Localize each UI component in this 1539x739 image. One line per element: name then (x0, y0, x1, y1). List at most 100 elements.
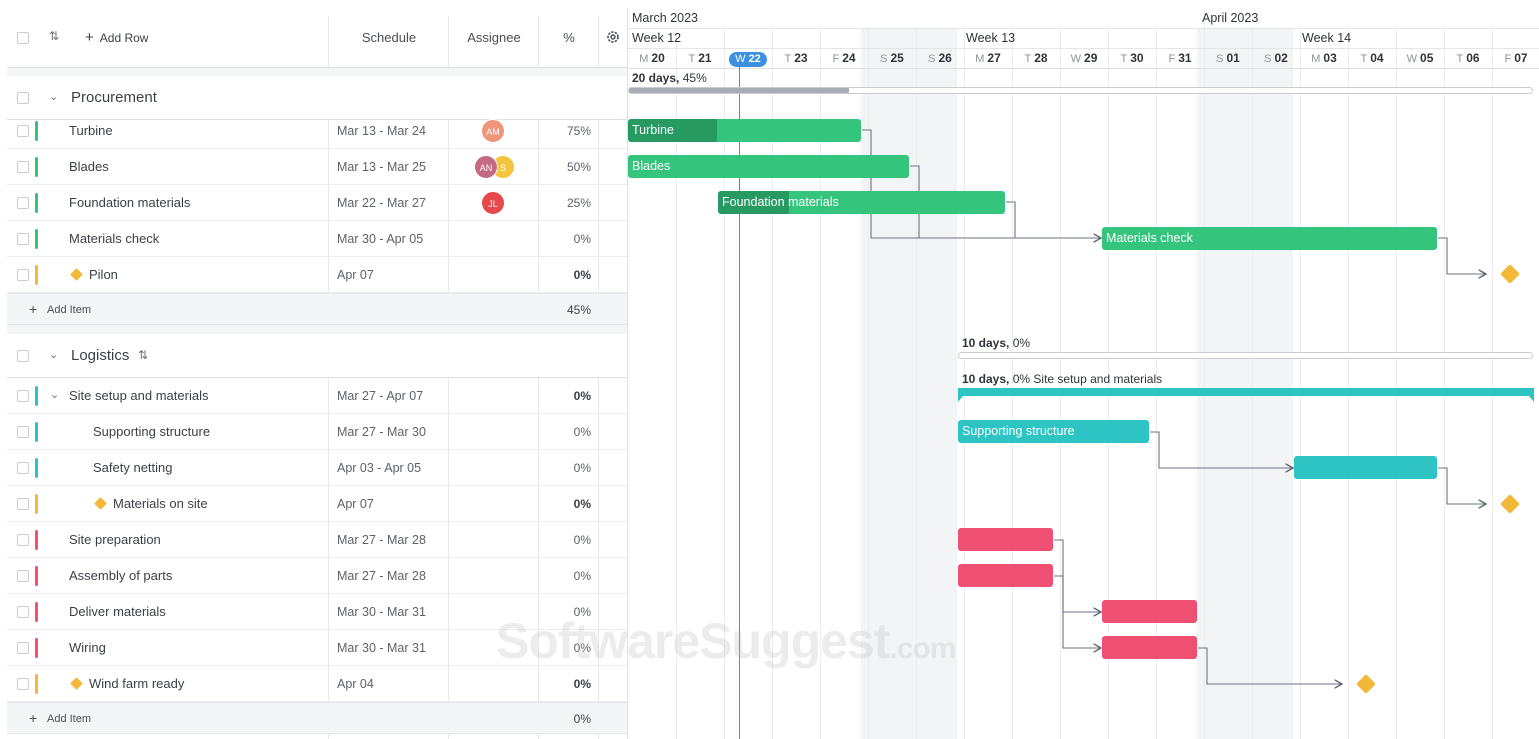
task-percent[interactable]: 0% (573, 641, 591, 655)
chevron-down-icon[interactable]: ⌄ (49, 349, 59, 361)
group-procurement[interactable]: ⌄ Procurement (7, 76, 627, 120)
chevron-down-icon[interactable]: ⌄ (49, 91, 59, 103)
task-name[interactable]: Materials check (69, 231, 160, 246)
collapse-icon[interactable]: ⇅ (138, 348, 149, 362)
row-checkbox[interactable] (17, 570, 29, 582)
gantt-bar-safety-netting[interactable] (1294, 456, 1437, 479)
row-checkbox[interactable] (17, 233, 29, 245)
add-item-logistics[interactable]: + Add Item 0% (7, 702, 627, 734)
task-schedule[interactable]: Mar 27 - Mar 28 (337, 569, 426, 583)
avatar[interactable]: AM (481, 119, 505, 143)
task-name[interactable]: Site preparation (69, 532, 161, 547)
row-checkbox[interactable] (17, 426, 29, 438)
task-schedule[interactable]: Mar 27 - Mar 30 (337, 425, 426, 439)
task-name[interactable]: Turbine (69, 123, 113, 138)
avatar[interactable]: JL (481, 191, 505, 215)
task-schedule[interactable]: Apr 04 (337, 677, 374, 691)
task-schedule[interactable]: Mar 13 - Mar 25 (337, 160, 426, 174)
row-checkbox[interactable] (17, 678, 29, 690)
task-schedule[interactable]: Mar 30 - Mar 31 (337, 641, 426, 655)
gantt-bar-deliver-materials[interactable] (1102, 600, 1197, 623)
row-checkbox[interactable] (17, 197, 29, 209)
task-percent[interactable]: 0% (573, 569, 591, 583)
task-name[interactable]: Wind farm ready (89, 676, 185, 691)
task-row[interactable]: Blades Mar 13 - Mar 25 S AN 50% (7, 149, 627, 185)
task-percent[interactable]: 0% (573, 232, 591, 246)
task-row[interactable]: Site preparation Mar 27 - Mar 28 0% (7, 522, 627, 558)
task-schedule[interactable]: Mar 30 - Mar 31 (337, 605, 426, 619)
task-name[interactable]: Supporting structure (93, 424, 211, 439)
task-schedule[interactable]: Mar 27 - Mar 28 (337, 533, 426, 547)
task-row[interactable]: Safety netting Apr 03 - Apr 05 0% (7, 450, 627, 486)
gantt-bar-supporting-structure[interactable]: Supporting structure (958, 420, 1149, 443)
task-name[interactable]: Assembly of parts (69, 568, 173, 583)
task-schedule[interactable]: Apr 07 (337, 268, 374, 282)
add-item-label[interactable]: Add Item (47, 713, 92, 725)
row-checkbox[interactable] (17, 642, 29, 654)
logistics-summary-bar[interactable] (958, 352, 1533, 359)
chevron-down-icon[interactable]: ⌄ (50, 389, 60, 401)
group-logistics[interactable]: ⌄ Logistics ⇅ (7, 334, 627, 378)
task-schedule[interactable]: Mar 13 - Mar 24 (337, 124, 426, 138)
task-row[interactable]: ⌄ Site setup and materials Mar 27 - Apr … (7, 378, 627, 414)
task-percent[interactable]: 0% (573, 605, 591, 619)
gantt-bar-wiring[interactable] (1102, 636, 1197, 659)
task-name[interactable]: Wiring (69, 640, 106, 655)
avatar[interactable]: AN (474, 155, 498, 179)
col-header-assignee[interactable]: Assignee (467, 30, 521, 45)
settings-gear-icon[interactable] (605, 29, 621, 45)
add-item-label[interactable]: Add Item (47, 304, 92, 316)
gantt-bar-assembly[interactable] (958, 564, 1053, 587)
gantt-bar-site-preparation[interactable] (958, 528, 1053, 551)
row-checkbox[interactable] (17, 390, 29, 402)
task-percent[interactable]: 0% (573, 461, 591, 475)
group-checkbox[interactable] (17, 350, 29, 362)
task-percent[interactable]: 0% (573, 389, 591, 403)
task-name[interactable]: Blades (69, 159, 109, 174)
milestone-row[interactable]: Wind farm ready Apr 04 0% (7, 666, 627, 702)
task-schedule[interactable]: Apr 03 - Apr 05 (337, 461, 422, 475)
gantt-bar-blades[interactable]: Blades (628, 155, 909, 178)
milestone-row[interactable]: Pilon Apr 07 0% (7, 257, 627, 293)
task-row[interactable]: Deliver materials Mar 30 - Mar 31 0% (7, 594, 627, 630)
gantt-timeline[interactable]: March 2023 April 2023 Week 12 Week 13 We… (627, 8, 1539, 739)
task-schedule[interactable]: Mar 22 - Mar 27 (337, 196, 426, 210)
add-item-procurement[interactable]: + Add Item 45% (7, 293, 627, 325)
task-row[interactable]: Wiring Mar 30 - Mar 31 0% (7, 630, 627, 666)
task-row[interactable]: Assembly of parts Mar 27 - Mar 28 0% (7, 558, 627, 594)
task-row[interactable]: Foundation materials Mar 22 - Mar 27 JL … (7, 185, 627, 221)
procurement-summary-bar[interactable] (628, 87, 1533, 94)
row-checkbox[interactable] (17, 161, 29, 173)
task-schedule[interactable]: Mar 30 - Apr 05 (337, 232, 424, 246)
row-checkbox[interactable] (17, 606, 29, 618)
task-row[interactable]: Supporting structure Mar 27 - Mar 30 0% (7, 414, 627, 450)
col-header-percent[interactable]: % (563, 30, 575, 45)
row-checkbox[interactable] (17, 269, 29, 281)
task-percent[interactable]: 0% (573, 268, 591, 282)
task-percent[interactable]: 75% (566, 124, 591, 138)
task-percent[interactable]: 0% (573, 425, 591, 439)
add-row-button[interactable]: + Add Row (85, 29, 149, 46)
col-header-schedule[interactable]: Schedule (361, 30, 417, 45)
task-row[interactable]: Materials check Mar 30 - Apr 05 0% (7, 221, 627, 257)
group-checkbox[interactable] (17, 92, 29, 104)
task-name[interactable]: Foundation materials (69, 195, 191, 210)
task-percent[interactable]: 25% (566, 196, 591, 210)
row-checkbox[interactable] (17, 125, 29, 137)
task-row[interactable]: Turbine Mar 13 - Mar 24 AM 75% (7, 113, 627, 149)
task-percent[interactable]: 0% (573, 533, 591, 547)
row-checkbox[interactable] (17, 498, 29, 510)
task-name[interactable]: Site setup and materials (69, 388, 209, 403)
task-name[interactable]: Safety netting (93, 460, 173, 475)
task-name[interactable]: Deliver materials (69, 604, 166, 619)
row-checkbox[interactable] (17, 534, 29, 546)
gantt-bar-materials-check[interactable]: Materials check (1102, 227, 1437, 250)
gantt-bar-foundation[interactable]: Foundation materials (718, 191, 1005, 214)
collapse-all-icon[interactable]: ⇅ (49, 29, 60, 43)
task-percent[interactable]: 0% (573, 677, 591, 691)
task-schedule[interactable]: Apr 07 (337, 497, 374, 511)
milestone-row[interactable]: Materials on site Apr 07 0% (7, 486, 627, 522)
select-all-checkbox[interactable] (17, 32, 29, 44)
task-schedule[interactable]: Mar 27 - Apr 07 (337, 389, 424, 403)
task-name[interactable]: Pilon (89, 267, 118, 282)
